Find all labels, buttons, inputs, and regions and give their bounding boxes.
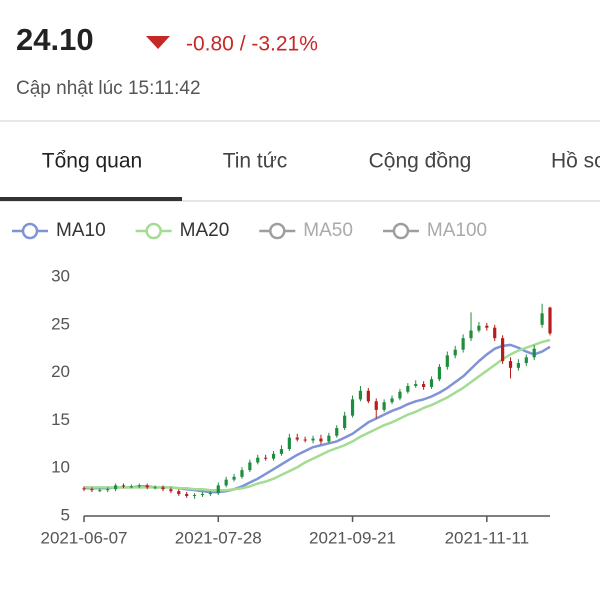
candle-body <box>477 325 481 331</box>
ma-line <box>84 338 551 492</box>
candle-body <box>343 415 347 429</box>
legend-marker[interactable] <box>145 222 162 240</box>
y-tick-label: 5 <box>61 505 70 524</box>
candle-body <box>422 384 426 387</box>
candle-body <box>406 385 410 392</box>
tab[interactable]: Tổng quan <box>42 150 142 173</box>
legend-label[interactable]: MA20 <box>180 220 230 241</box>
price-change: -0.80 / -3.21% <box>186 33 318 56</box>
candle-body <box>540 313 544 325</box>
candle-body <box>295 437 299 440</box>
candle-body <box>350 399 355 416</box>
x-tick-label: 2021-06-07 <box>41 528 128 547</box>
candle-body <box>469 330 473 339</box>
legend-label[interactable]: MA100 <box>427 220 487 241</box>
legend-marker[interactable] <box>21 222 39 240</box>
update-time: Cập nhật lúc 15:11:42 <box>16 78 201 99</box>
candle-body <box>185 494 189 496</box>
candle-body <box>271 453 276 459</box>
candle-body <box>501 338 505 362</box>
candle-body <box>82 488 86 490</box>
y-tick-label: 30 <box>51 266 70 285</box>
candle-body <box>232 476 236 480</box>
candle-body <box>524 357 528 364</box>
active-tab-indicator <box>0 197 182 201</box>
candle-body <box>256 457 260 463</box>
candle-body <box>113 485 118 490</box>
tab[interactable]: Cộng đồng <box>369 150 472 173</box>
candle-body <box>445 355 449 367</box>
candle-body <box>335 428 339 436</box>
x-tick-label: 2021-11-11 <box>445 528 529 547</box>
candle-body <box>327 435 331 442</box>
candle-body <box>169 489 173 492</box>
candle-body <box>287 437 291 450</box>
candle-body <box>153 487 157 489</box>
candle-body <box>90 489 94 491</box>
candle-body <box>374 401 378 410</box>
candle-body <box>429 379 434 387</box>
candle-body <box>461 338 465 350</box>
candle-body <box>453 349 457 356</box>
y-tick-label: 10 <box>51 458 70 477</box>
y-tick-label: 20 <box>51 362 70 381</box>
candle-body <box>137 485 141 487</box>
ma-line <box>84 343 551 494</box>
candle-body <box>200 494 205 496</box>
candle-body <box>366 390 370 402</box>
x-tick-label: 2021-07-28 <box>175 528 262 547</box>
x-tick-label: 2021-09-21 <box>309 528 396 547</box>
candle-body <box>390 398 394 403</box>
candle-body <box>414 384 418 386</box>
candle-body <box>382 402 386 410</box>
candle-body <box>493 327 497 339</box>
candle-body <box>161 487 165 490</box>
candle-body <box>129 486 133 488</box>
candle-body <box>279 449 284 454</box>
candle-body <box>106 489 110 491</box>
candle-body <box>319 438 323 442</box>
candle-body <box>240 470 244 477</box>
candle-body <box>98 490 102 492</box>
y-tick-label: 25 <box>51 314 70 333</box>
legend-marker[interactable] <box>269 222 286 240</box>
tab[interactable]: Tin tức <box>223 150 288 173</box>
candle-body <box>192 494 197 496</box>
candle-body <box>121 485 126 487</box>
candle-body <box>548 307 552 334</box>
y-tick-label: 15 <box>51 410 70 429</box>
candle-body <box>264 457 268 459</box>
legend-marker[interactable] <box>392 222 410 240</box>
legend-label[interactable]: MA10 <box>56 220 106 241</box>
legend-label[interactable]: MA50 <box>303 220 353 241</box>
candle-body <box>208 493 212 495</box>
candle-body <box>248 462 252 471</box>
candle-body <box>508 361 513 368</box>
candle-body <box>224 479 228 486</box>
down-arrow <box>146 36 170 49</box>
tab[interactable]: Hồ sơ <box>551 150 600 173</box>
candle-body <box>485 325 489 328</box>
price: 24.10 <box>16 22 94 57</box>
candle-body <box>516 363 521 368</box>
candle-body <box>398 391 402 399</box>
candle-body <box>358 390 363 400</box>
candle-body <box>216 485 220 494</box>
candle-body <box>145 485 149 488</box>
candle-body <box>177 491 181 495</box>
candle-body <box>303 439 307 441</box>
candle-body <box>437 366 442 380</box>
candle-body <box>532 348 536 358</box>
candle-body <box>311 438 315 441</box>
